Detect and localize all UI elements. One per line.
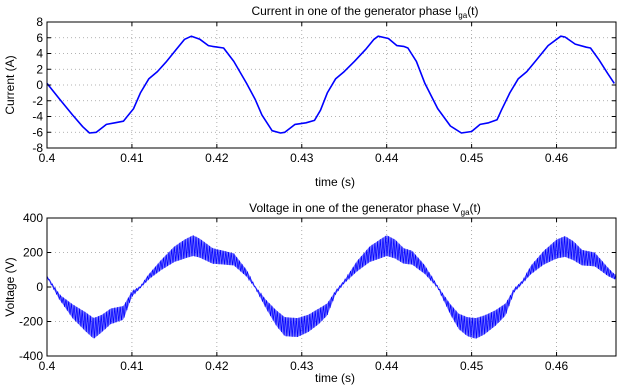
x-tick-label: 0.44 <box>375 359 399 373</box>
voltage-chart-xlabel: time (s) <box>315 371 355 385</box>
y-tick-label: 400 <box>23 211 43 225</box>
voltage-series-band <box>47 235 616 339</box>
y-tick-label: 0 <box>36 280 43 294</box>
x-tick-label: 0.42 <box>205 151 229 165</box>
x-tick-label: 0.4 <box>39 359 56 373</box>
voltage-series-oscillation <box>46 235 617 339</box>
voltage-chart-title: Voltage in one of the generator phase Vg… <box>249 201 481 217</box>
y-tick-label: 6 <box>36 31 43 45</box>
voltage-chart-ylabel: Voltage (V) <box>3 257 17 316</box>
x-tick-label: 0.4 <box>39 151 56 165</box>
x-tick-label: 0.41 <box>120 359 144 373</box>
x-tick-label: 0.46 <box>545 359 569 373</box>
current-chart: 0.4 0.41 0.42 0.43 0.44 0.45 0.46 -8 -6-4 -2 0 24 6 8… <box>3 4 617 189</box>
x-tick-label: 0.43 <box>290 359 314 373</box>
y-tick-label: 4 <box>36 47 43 61</box>
y-tick-label: 8 <box>36 15 43 29</box>
x-tick-label: 0.42 <box>205 359 229 373</box>
y-tick-label: -8 <box>32 141 43 155</box>
y-tick-label: -400 <box>19 349 43 363</box>
y-tick-label: 0 <box>36 78 43 92</box>
voltage-chart-ticks: 0.4 0.41 0.42 0.43 0.44 0.45 0.46 -400 -200 0 200 4… <box>19 211 616 373</box>
voltage-chart: 0.4 0.41 0.42 0.43 0.44 0.45 0.46 -400 -200 0 200 4… <box>3 201 617 385</box>
current-series-line <box>46 35 615 134</box>
voltage-chart-grid <box>47 218 616 356</box>
current-chart-xlabel: time (s) <box>315 175 355 189</box>
current-chart-title: Current in one of the generator phase Ig… <box>251 4 478 20</box>
x-tick-label: 0.41 <box>120 151 144 165</box>
x-tick-label: 0.43 <box>290 151 314 165</box>
current-chart-ylabel: Current (A) <box>3 55 17 114</box>
x-tick-label: 0.45 <box>460 359 484 373</box>
y-tick-label: 2 <box>36 62 43 76</box>
y-tick-label: -2 <box>32 94 43 108</box>
y-tick-label: -6 <box>32 125 43 139</box>
y-tick-label: -4 <box>32 110 43 124</box>
y-tick-label: -200 <box>19 315 43 329</box>
x-tick-label: 0.45 <box>460 151 484 165</box>
x-tick-label: 0.46 <box>545 151 569 165</box>
x-tick-label: 0.44 <box>375 151 399 165</box>
current-chart-ticks: 0.4 0.41 0.42 0.43 0.44 0.45 0.46 -8 -6-4 -2 0 24 6 8 <box>32 15 616 165</box>
y-tick-label: 200 <box>23 246 43 260</box>
